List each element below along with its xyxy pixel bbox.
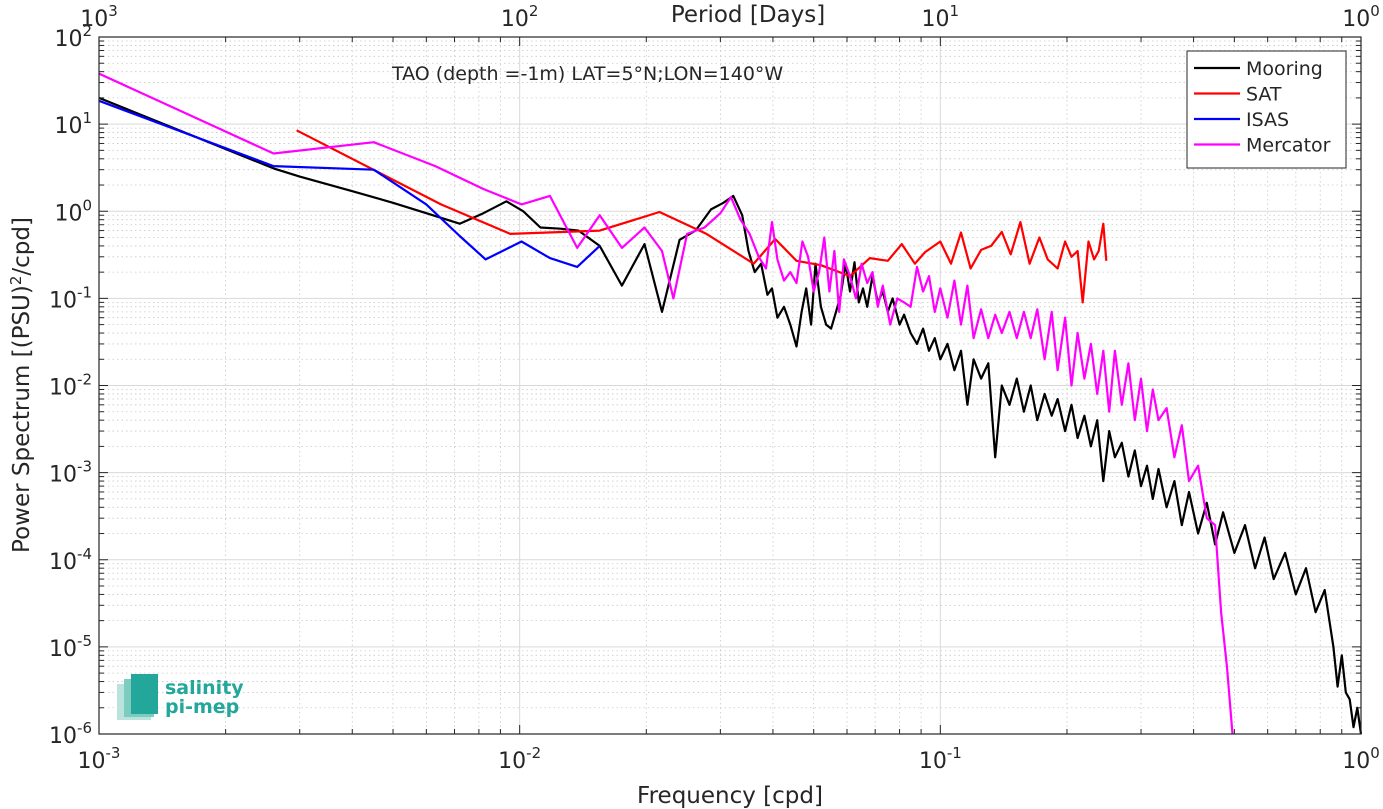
y-tick-base: 10	[49, 463, 77, 488]
series-line-isas	[98, 99, 601, 268]
y-tick-base: 10	[54, 114, 82, 139]
major-grid	[98, 36, 1362, 735]
series-line-mooring	[98, 96, 1363, 735]
y-tick-base: 10	[49, 376, 77, 401]
legend-box	[1186, 50, 1347, 169]
legend-label-mercator: Mercator	[1246, 135, 1331, 157]
x-tick-exponent: 0	[1370, 744, 1380, 762]
legend: Mooring SAT ISAS Mercator	[1186, 50, 1347, 169]
top-tick-base: 10	[80, 7, 108, 32]
top-tick-label: 103	[80, 2, 118, 32]
top-tick-label: 100	[1342, 2, 1380, 32]
x-tick-base: 10	[78, 749, 106, 774]
top-tick-base: 10	[922, 7, 950, 32]
top-tick-label: 102	[501, 2, 539, 32]
chart-annotation: TAO (depth =-1m) LAT=5°N;LON=140°W	[391, 63, 783, 85]
x-tick-label: 10-1	[919, 744, 962, 774]
x-axis-title: Frequency [cpd]	[637, 783, 823, 809]
y-tick-label: 10-3	[49, 458, 92, 488]
y-tick-exponent: -6	[77, 719, 92, 737]
series-line-sat	[296, 129, 1108, 304]
y-tick-base: 10	[54, 201, 82, 226]
top-tick-exponent: 3	[108, 2, 118, 20]
x-tick-label: 10-3	[78, 744, 121, 774]
top-axis-title: Period [Days]	[671, 2, 825, 28]
y-tick-label: 10-6	[49, 719, 92, 749]
y-tick-base: 10	[54, 27, 82, 52]
y-tick-label: 101	[54, 109, 92, 139]
legend-label-mooring: Mooring	[1246, 58, 1323, 80]
y-axis-title-main: Power Spectrum [(PSU)	[9, 285, 35, 553]
y-tick-exponent: -2	[77, 371, 92, 389]
y-tick-label: 10-1	[49, 283, 92, 313]
x-tick-base: 10	[919, 749, 947, 774]
logo-wave-3	[131, 674, 158, 714]
y-tick-base: 10	[49, 288, 77, 313]
y-axis-title-sup: 2	[7, 276, 25, 286]
y-tick-base: 10	[49, 724, 77, 749]
x-tick-label: 100	[1342, 744, 1380, 774]
x-tick-label: 10-2	[498, 744, 541, 774]
y-tick-label: 100	[54, 196, 92, 226]
y-tick-exponent: 0	[82, 196, 92, 214]
y-tick-exponent: -5	[77, 632, 92, 650]
y-tick-exponent: 1	[82, 109, 92, 127]
y-tick-exponent: -4	[77, 545, 92, 563]
top-tick-base: 10	[1342, 7, 1370, 32]
logo-line2: pi-mep	[165, 696, 239, 718]
y-tick-label: 10-4	[49, 545, 92, 575]
y-tick-exponent: -3	[77, 458, 92, 476]
top-tick-label: 101	[922, 2, 960, 32]
y-axis-title: Power Spectrum [(PSU)2/cpd]	[7, 217, 35, 553]
x-tick-exponent: -3	[106, 744, 121, 762]
top-tick-base: 10	[501, 7, 529, 32]
x-tick-base: 10	[498, 749, 526, 774]
top-tick-exponent: 1	[950, 2, 960, 20]
y-axis-title-tail: /cpd]	[9, 217, 35, 276]
top-tick-exponent: 0	[1370, 2, 1380, 20]
x-tick-base: 10	[1342, 749, 1370, 774]
x-tick-exponent: -1	[947, 744, 962, 762]
y-tick-exponent: 2	[82, 22, 92, 40]
y-tick-base: 10	[49, 637, 77, 662]
series-layer	[98, 72, 1363, 735]
legend-label-sat: SAT	[1246, 84, 1282, 106]
logo-line1: salinity	[165, 677, 244, 699]
x-tick-exponent: -2	[526, 744, 541, 762]
y-tick-label: 102	[54, 22, 92, 52]
ticks-layer	[98, 36, 1362, 735]
top-tick-exponent: 2	[529, 2, 539, 20]
y-tick-exponent: -1	[77, 283, 92, 301]
salinity-pi-mep-logo: salinity pi-mep	[117, 674, 244, 720]
minor-grid	[99, 37, 1361, 734]
series-line-mercator	[98, 72, 1234, 735]
y-tick-base: 10	[49, 550, 77, 575]
y-tick-label: 10-5	[49, 632, 92, 662]
y-tick-label: 10-2	[49, 371, 92, 401]
legend-label-isas: ISAS	[1246, 109, 1289, 131]
